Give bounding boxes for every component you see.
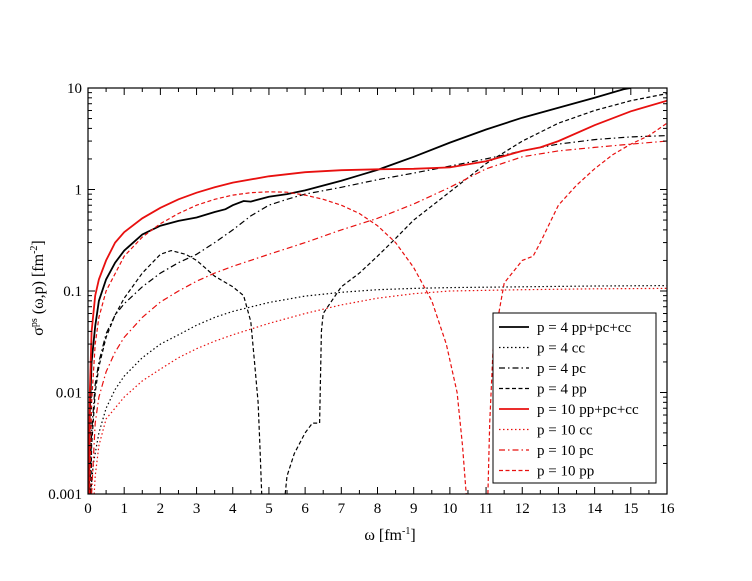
plot-area bbox=[88, 88, 667, 494]
legend-label: p = 10 pp bbox=[537, 464, 594, 480]
x-tick-label: 13 bbox=[551, 501, 566, 517]
x-tick-label: 14 bbox=[587, 501, 603, 517]
x-tick-label: 3 bbox=[193, 501, 201, 517]
series-line-2 bbox=[90, 285, 667, 494]
x-tick-label: 2 bbox=[157, 501, 165, 517]
legend-label: p = 10 pc bbox=[537, 443, 594, 459]
legend-label: p = 4 pc bbox=[537, 361, 586, 377]
series-line-10 bbox=[487, 122, 667, 494]
x-tick-label: 15 bbox=[623, 501, 638, 517]
y-tick-label: 1 bbox=[75, 183, 83, 199]
x-tick-label: 9 bbox=[410, 501, 418, 517]
x-tick-label: 7 bbox=[338, 501, 346, 517]
x-tick-label: 0 bbox=[84, 501, 92, 517]
legend-box bbox=[492, 312, 657, 484]
series-line-8 bbox=[91, 140, 667, 494]
series-line-3 bbox=[89, 135, 667, 494]
y-tick-label: 0.001 bbox=[48, 487, 82, 503]
x-tick-label: 4 bbox=[229, 501, 237, 517]
legend-label: p = 10 cc bbox=[537, 423, 593, 439]
x-tick-label: 16 bbox=[660, 501, 676, 517]
legend: p = 4 pp+pc+cc p = 4 cc p = 4 pc p = 4 pp p … bbox=[492, 312, 657, 484]
y-tick-label: 0.1 bbox=[63, 284, 82, 300]
legend-label: p = 4 pp+pc+cc bbox=[537, 320, 631, 336]
x-axis-title: ω [fm-1] bbox=[364, 526, 415, 544]
legend-label: p = 4 cc bbox=[537, 341, 585, 357]
x-axis: 0 1 2 3 4 5 6 7 8 9 10 11 12 13 14 15 16 bbox=[84, 88, 675, 517]
series-line-1 bbox=[88, 88, 631, 494]
series-line-7 bbox=[93, 287, 667, 494]
y-tick-label: 10 bbox=[67, 81, 82, 97]
x-tick-label: 8 bbox=[374, 501, 382, 517]
x-tick-label: 6 bbox=[301, 501, 309, 517]
series-line-9 bbox=[89, 191, 467, 494]
x-tick-label: 12 bbox=[515, 501, 530, 517]
x-tick-label: 10 bbox=[442, 501, 457, 517]
y-axis: 0.001 0.01 0.1 1 10 bbox=[48, 81, 667, 503]
y-tick-label: 0.01 bbox=[56, 386, 82, 402]
y-axis-title: σps (ω,p) [fm-2] bbox=[29, 240, 47, 336]
legend-label: p = 10 pp+pc+cc bbox=[537, 402, 639, 418]
x-tick-label: 5 bbox=[265, 501, 273, 517]
series-line-5 bbox=[284, 93, 667, 494]
series-line-4 bbox=[90, 249, 263, 494]
series-line-6 bbox=[88, 99, 667, 494]
legend-label: p = 4 pp bbox=[537, 382, 587, 398]
x-tick-label: 11 bbox=[479, 501, 493, 517]
x-tick-label: 1 bbox=[120, 501, 128, 517]
